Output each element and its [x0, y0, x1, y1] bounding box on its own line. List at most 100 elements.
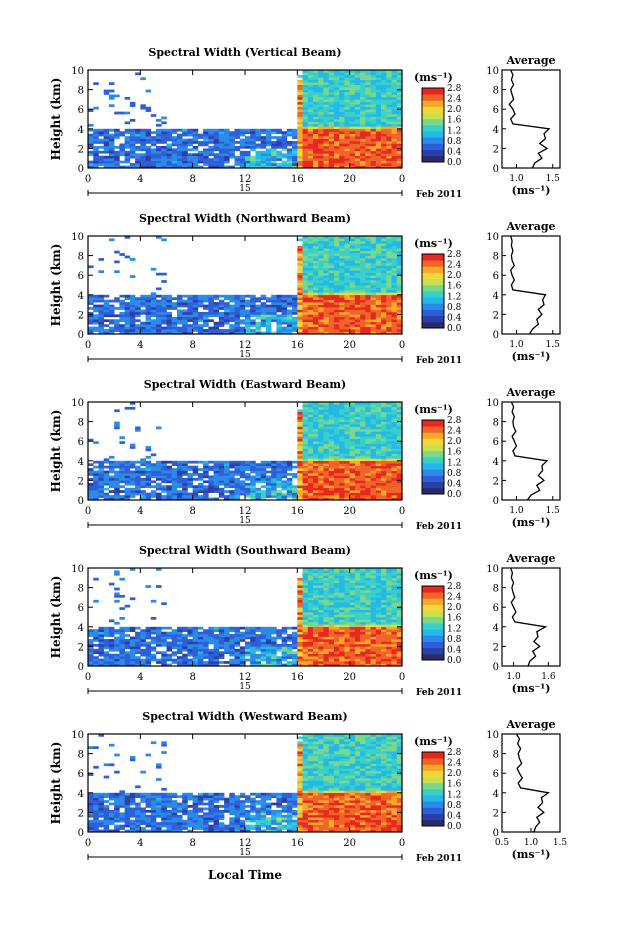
heatmap-cell	[302, 236, 309, 239]
heatmap-cell	[271, 158, 277, 161]
heatmap-cell	[276, 316, 282, 320]
heatmap-cell	[103, 314, 110, 318]
heatmap-cell	[145, 158, 152, 161]
heatmap-cell	[360, 94, 366, 98]
heatmap-cell	[265, 321, 272, 325]
heatmap-cell	[381, 485, 387, 489]
heatmap-cell	[286, 463, 293, 466]
heatmap-cell	[161, 302, 167, 305]
heatmap-cell	[124, 463, 131, 466]
heatmap-cell	[234, 163, 241, 166]
heatmap-cell	[333, 331, 340, 335]
heatmap-cell	[302, 104, 309, 108]
heatmap-cell	[365, 89, 371, 93]
heatmap-cell	[396, 321, 403, 325]
heatmap-cell	[339, 404, 345, 408]
heatmap-cell	[124, 143, 131, 147]
heatmap-cell	[129, 626, 136, 630]
heatmap-cell	[396, 490, 403, 493]
heatmap-cell	[333, 307, 340, 310]
heatmap-cell	[396, 240, 403, 244]
heatmap-cell	[250, 656, 256, 659]
average-frame	[501, 235, 561, 335]
heatmap-cell	[281, 470, 288, 474]
heatmap-cell	[103, 480, 110, 484]
heatmap-cell	[297, 599, 303, 603]
heatmap-cell	[255, 497, 261, 501]
heatmap-cell	[98, 641, 104, 645]
heatmap-cell	[203, 150, 209, 154]
heatmap-cell	[156, 145, 162, 149]
heatmap-cell	[286, 302, 293, 305]
heatmap-cell	[360, 463, 366, 466]
colorbar-swatch	[422, 315, 444, 323]
heatmap-cell	[386, 77, 392, 81]
heatmap-cell	[302, 436, 309, 440]
heatmap-cell	[386, 311, 392, 315]
colorbar-swatch	[422, 297, 444, 304]
heatmap-cell	[307, 121, 314, 125]
colorbar-swatch	[422, 272, 444, 280]
heatmap-cell	[140, 492, 146, 496]
heatmap-cell	[224, 661, 230, 664]
heatmap-cell	[396, 482, 403, 486]
heatmap-cell	[265, 163, 272, 166]
heatmap-cell	[323, 424, 330, 427]
heatmap-cell	[339, 331, 345, 335]
heatmap-cell	[302, 131, 309, 134]
heatmap-cell	[391, 477, 398, 481]
colorbar-swatch	[422, 303, 444, 310]
heatmap-cell	[265, 331, 272, 335]
heatmap-cell	[281, 160, 288, 164]
heatmap-cell	[328, 145, 335, 149]
heatmap-cell	[323, 155, 330, 159]
heatmap-cell	[135, 148, 141, 152]
heatmap-cell	[344, 153, 350, 157]
heatmap-cell	[98, 473, 104, 476]
heatmap-cell	[349, 136, 356, 139]
heatmap-cell	[203, 653, 209, 657]
heatmap-cell	[213, 460, 220, 464]
heatmap-cell	[333, 255, 340, 259]
heatmap-cell	[339, 253, 345, 256]
heatmap-cell	[344, 150, 350, 154]
heatmap-cell	[297, 119, 303, 122]
heatmap-cell	[297, 580, 303, 583]
heatmap-cell	[234, 497, 241, 501]
heatmap-cell	[344, 243, 350, 247]
heatmap-cell	[213, 138, 220, 142]
heatmap-cell	[218, 165, 225, 169]
heatmap-cell	[375, 416, 382, 420]
heatmap-cell	[265, 165, 272, 169]
heatmap-cell	[166, 311, 173, 315]
heatmap-cell	[229, 636, 235, 640]
heatmap-cell	[166, 468, 173, 471]
heatmap-cell	[323, 148, 330, 152]
heatmap-cell	[375, 282, 382, 286]
heatmap-cell	[255, 329, 261, 332]
heatmap-cell	[396, 163, 403, 166]
heatmap-cell	[93, 643, 99, 647]
heatmap-cell	[386, 431, 392, 435]
heatmap-cell	[354, 116, 361, 120]
heatmap-cell	[135, 153, 141, 157]
heatmap-cell	[396, 101, 403, 105]
heatmap-cell	[297, 123, 303, 127]
heatmap-cell	[281, 492, 288, 496]
heatmap-cell	[370, 82, 377, 85]
heatmap-cell	[156, 658, 162, 662]
heatmap-cell	[271, 648, 277, 652]
heatmap-cell	[245, 319, 251, 323]
heatmap-cell	[271, 148, 277, 152]
heatmap-cell	[281, 131, 288, 134]
heatmap-cell	[271, 629, 277, 632]
heatmap-cell	[281, 487, 288, 491]
heatmap-cell	[297, 490, 303, 493]
heatmap-cell	[318, 262, 324, 266]
heatmap-cell	[307, 131, 314, 134]
heatmap-cell	[313, 114, 319, 117]
heatmap-cell	[286, 643, 293, 647]
heatmap-cell	[307, 319, 314, 323]
heatmap-cell	[302, 240, 309, 244]
heatmap-cell	[302, 307, 309, 310]
